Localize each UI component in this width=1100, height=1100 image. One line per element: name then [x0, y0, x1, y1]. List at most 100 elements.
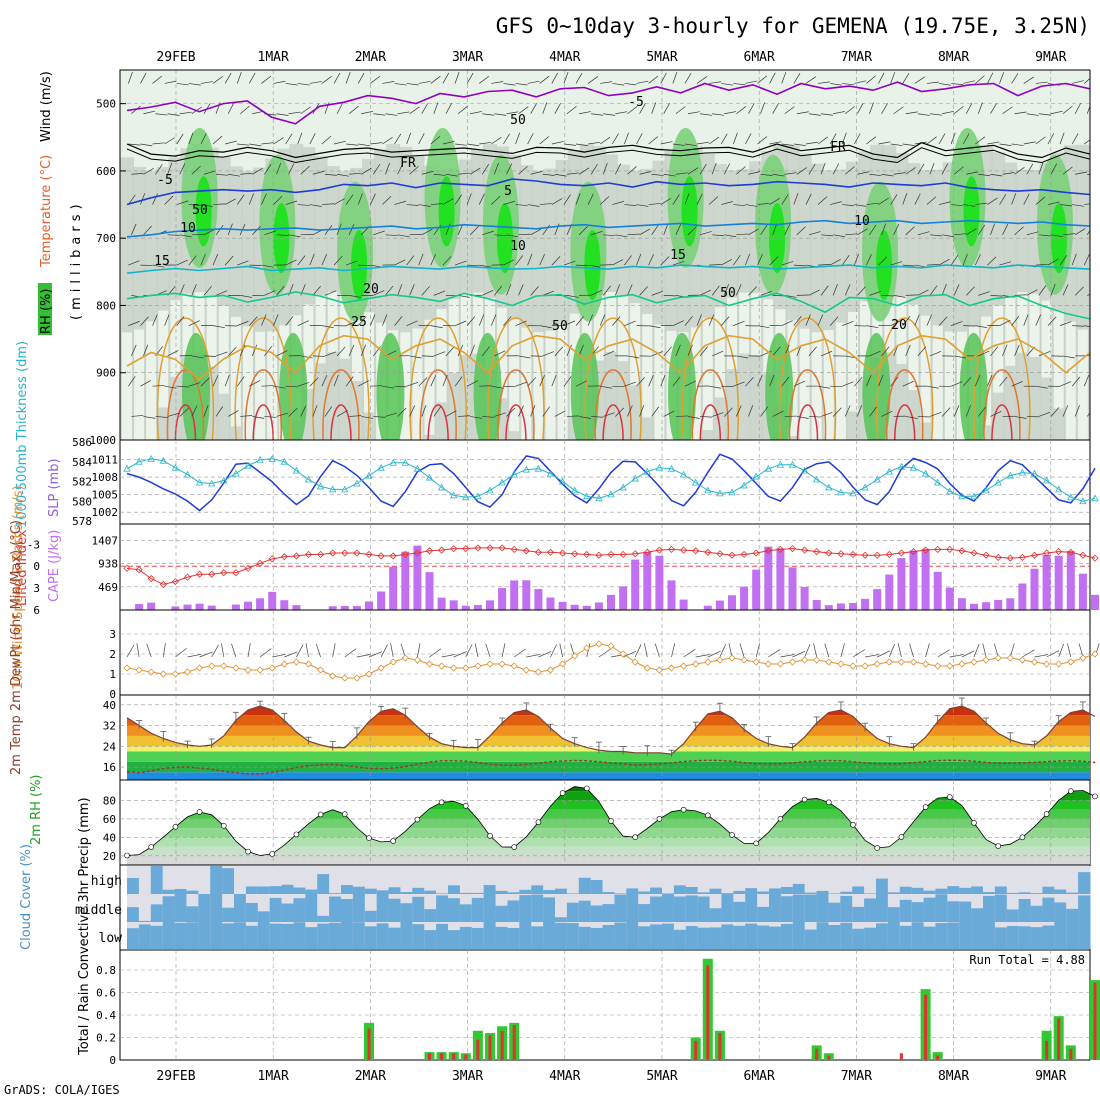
wind-barb: [877, 650, 890, 658]
wind-barb: [845, 166, 855, 175]
wind-barb: [261, 264, 274, 268]
rh-peak-blob: [876, 230, 892, 301]
wind-barb: [1011, 143, 1024, 146]
wind-barb: [684, 143, 697, 147]
wind-barb: [805, 141, 818, 145]
wind-barb: [273, 80, 286, 84]
cape-bar: [933, 571, 942, 610]
wind-marker: [183, 668, 192, 676]
wind-barb: [1047, 133, 1055, 145]
thickness-marker: [1018, 468, 1027, 476]
wind-marker: [317, 666, 325, 674]
wind-marker: [946, 662, 954, 670]
cloud-cell: [899, 886, 913, 894]
wind-barb: [760, 173, 773, 176]
cloud-cell-bg: [769, 866, 782, 894]
cloud-cell: [792, 894, 806, 922]
cloud-cell: [150, 925, 164, 949]
cloud-cell: [673, 896, 687, 922]
rh-side-label: RH (%): [39, 289, 54, 334]
wind-barb: [176, 315, 185, 326]
wind-barb: [1014, 226, 1024, 236]
rh2m-axis-label: 2m RH (%): [29, 774, 44, 845]
wind-barb: [1047, 201, 1060, 205]
wind-barb: [999, 320, 1011, 326]
wind-barb: [627, 106, 638, 115]
precip-frame: [119, 949, 1091, 1061]
wind-barb: [491, 314, 497, 326]
wind-barb: [854, 133, 861, 145]
wind-barb: [1038, 411, 1051, 417]
cloud-cell: [757, 906, 770, 922]
cloud-cell: [590, 880, 604, 894]
cloud-cell-bg: [138, 894, 152, 922]
wind-barb: [820, 412, 833, 417]
wind-barb: [615, 234, 628, 238]
cloud-cell: [792, 883, 806, 894]
wind-barb: [832, 284, 838, 296]
wind-barb: [881, 346, 890, 357]
contour-label: 50: [510, 113, 526, 128]
thickness-marker: [486, 486, 494, 494]
cloud-cell: [483, 894, 497, 922]
wind-marker: [873, 660, 881, 668]
date-label: 8MAR: [938, 1069, 969, 1084]
wind-barb: [857, 405, 863, 417]
rh-marker: [511, 844, 518, 850]
wind-barb: [728, 643, 733, 658]
wind-barb: [639, 228, 651, 236]
wind-barb: [830, 83, 843, 86]
wind-barb: [530, 228, 542, 236]
li-marker: [680, 546, 688, 554]
dewpoint-line: [126, 759, 1096, 775]
wind-barb: [1059, 132, 1065, 145]
wind-barb: [551, 72, 558, 84]
cape-bar: [256, 598, 265, 610]
cloud-cell: [1018, 892, 1032, 894]
cape-bar: [788, 567, 797, 610]
wind-barb: [587, 193, 594, 205]
wind-barb: [1026, 163, 1034, 175]
cloud-cell: [400, 903, 413, 922]
rh-marker: [583, 785, 590, 792]
thickness-marker: [558, 477, 567, 485]
wind-barb: [627, 355, 640, 359]
cape-bar: [909, 550, 918, 610]
thickness-marker: [208, 479, 216, 487]
thickness-marker: [244, 461, 252, 469]
temperature-side-label: Temperature (°C): [39, 155, 54, 268]
wind-barb: [937, 649, 950, 658]
wind-barb: [309, 204, 322, 207]
wind-barb: [236, 376, 245, 387]
cloud-cell: [638, 926, 651, 949]
cloud-cell: [519, 922, 532, 949]
wind-barb: [445, 173, 458, 177]
wind-barb: [1035, 81, 1048, 84]
precip-convective-bar: [718, 1033, 722, 1060]
wind-barb: [126, 644, 135, 658]
date-label: 4MAR: [549, 1069, 580, 1084]
thickness-marker: [692, 478, 700, 486]
cloud-cell: [507, 900, 520, 922]
wind-barb: [513, 648, 526, 658]
wind-barb: [624, 132, 629, 145]
wind-barb: [494, 285, 503, 296]
warm-contour: [234, 317, 292, 440]
wind-barb: [188, 255, 197, 266]
cloud-cell-bg: [566, 866, 580, 894]
wind-barb: [721, 83, 734, 86]
wind-barb: [881, 223, 887, 235]
wind-barb: [832, 163, 840, 175]
wind-barb: [457, 172, 471, 175]
wind-side-label: Wind (m/s): [39, 71, 54, 142]
li-marker: [728, 551, 736, 559]
wind-barb: [518, 106, 529, 115]
cloud-cell: [269, 897, 283, 922]
wind-barb: [888, 643, 895, 658]
cloud-cell-bg: [1054, 866, 1067, 894]
wind-barb: [817, 314, 824, 326]
contour-label: 10: [854, 214, 870, 229]
wind-barb: [1046, 650, 1060, 658]
wind-barb: [515, 381, 527, 387]
